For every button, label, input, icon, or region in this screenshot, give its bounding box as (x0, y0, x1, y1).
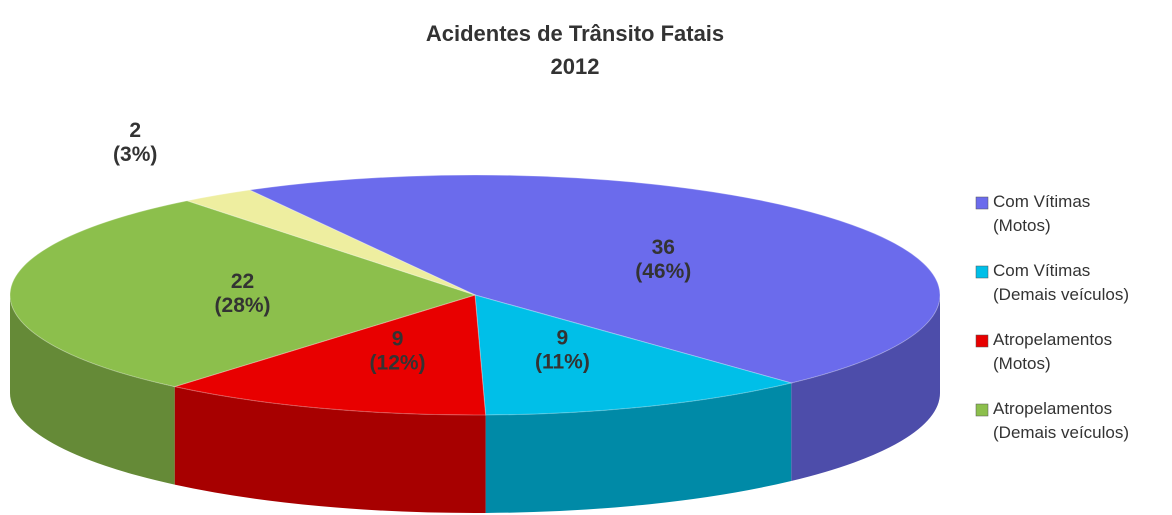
slice-side (10, 295, 175, 485)
slice (247, 174, 941, 384)
chart-title: Acidentes de Trânsito Fatais (426, 21, 724, 46)
slice (474, 294, 794, 416)
data-label: 36 (46%) (635, 235, 691, 282)
legend-swatch (975, 265, 989, 279)
legend-label: Atropelamentos (Demais veículos) (993, 399, 1129, 442)
legend-swatch (975, 403, 989, 417)
slice (172, 294, 487, 416)
data-label: 9 (11%) (535, 326, 590, 373)
legend-swatch (975, 196, 989, 210)
data-label: 2 (3%) (113, 119, 157, 166)
legend-label: Atropelamentos (Motos) (993, 330, 1112, 373)
legend-label: Com Vítimas (Demais veículos) (993, 261, 1129, 304)
legend-label: Com Vítimas (Motos) (993, 192, 1090, 235)
legend-swatch (975, 334, 989, 348)
slice-side (791, 295, 940, 481)
slice (185, 189, 476, 296)
data-label: 9 (12%) (370, 327, 426, 374)
data-label: 22 (28%) (215, 269, 271, 316)
slice-side (485, 382, 792, 513)
slice-side (174, 386, 486, 513)
chart-subtitle: 2012 (551, 54, 600, 79)
slice (9, 200, 477, 388)
